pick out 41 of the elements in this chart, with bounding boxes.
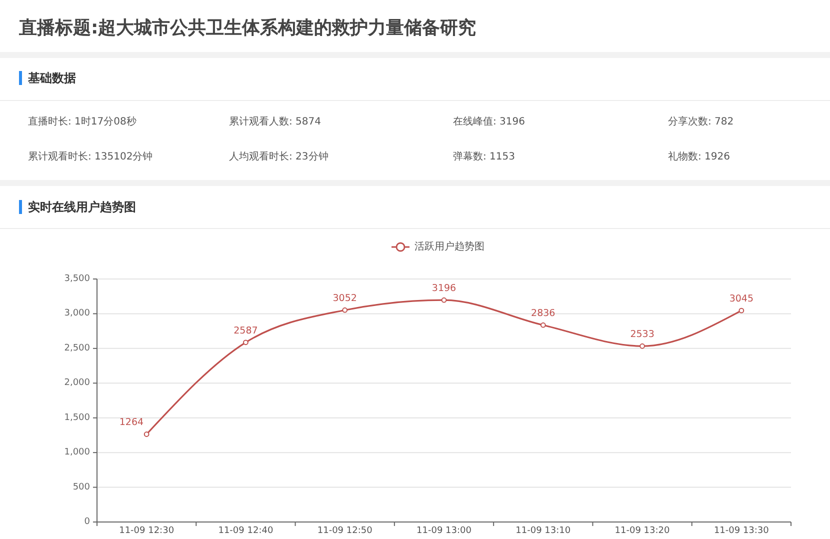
text: 累计观看时长: 135102分钟 xyxy=(28,150,153,162)
x-tick-label: 11-09 12:40 xyxy=(218,526,274,536)
chart-title: 实时在线用户趋势图 xyxy=(28,200,136,214)
text: 人均观看时长: 23分钟 xyxy=(229,150,328,162)
text: 在线峰值: 3196 xyxy=(453,116,525,128)
data-label: 1264 xyxy=(119,417,144,428)
x-tick-label: 11-09 12:30 xyxy=(119,526,174,536)
text: 基础数据 xyxy=(27,71,76,85)
data-label: 2836 xyxy=(531,308,556,320)
text: 直播标题:超大城市公共卫生体系构建的救护力量储备研究 xyxy=(18,18,476,38)
point xyxy=(243,340,248,346)
text: 弹幕数: 1153 xyxy=(453,150,515,162)
point xyxy=(540,322,546,328)
y-tick-label: 1,000 xyxy=(64,448,90,458)
y-tick-label: 2,500 xyxy=(64,343,90,354)
data-label: 3045 xyxy=(729,294,754,305)
point xyxy=(441,297,447,303)
point xyxy=(738,308,744,314)
y-tick-label: 500 xyxy=(72,482,90,492)
y-tick-label: 2,000 xyxy=(64,378,90,388)
data-label: 2533 xyxy=(630,329,654,340)
x-tick-label: 11-09 13:10 xyxy=(516,526,571,536)
y-tick-label: 1,500 xyxy=(64,412,90,423)
point xyxy=(144,432,150,437)
data-label: 3196 xyxy=(432,283,456,294)
text: 礼物数: 1926 xyxy=(668,150,730,162)
x-tick-label: 11-09 13:30 xyxy=(714,526,770,536)
x-tick-label: 11-09 13:00 xyxy=(416,526,472,536)
point xyxy=(342,307,348,313)
x-tick-label: 11-09 12:50 xyxy=(317,526,373,536)
y-tick-label: 3,000 xyxy=(64,308,90,319)
y-tick-label: 0 xyxy=(84,517,90,527)
data-label: 3052 xyxy=(332,293,357,304)
text: 累计观看人数: 5874 xyxy=(229,116,321,128)
text: 直播时长: 1时17分08秒 xyxy=(28,116,136,128)
x-tick-label: 11-09 13:20 xyxy=(614,526,670,536)
y-tick-label: 3,500 xyxy=(64,274,90,284)
text: 分享次数: 782 xyxy=(668,116,734,128)
point xyxy=(640,343,645,349)
data-label: 2587 xyxy=(234,325,258,336)
legend-label: 活跃用户趋势图 xyxy=(414,240,484,252)
